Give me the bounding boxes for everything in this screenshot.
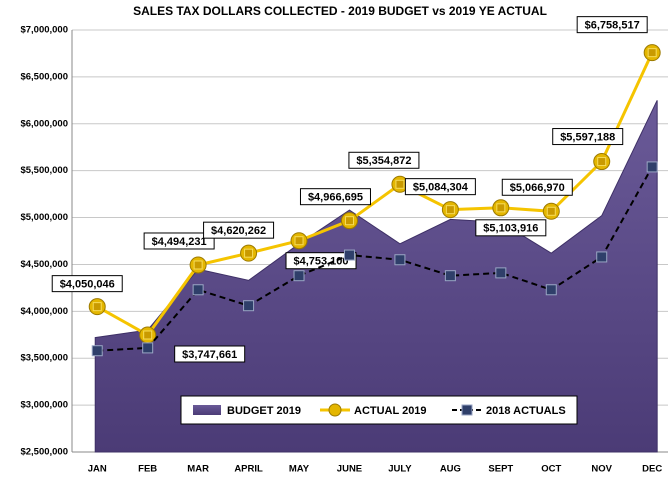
marker-2018: [394, 254, 406, 266]
x-tick-label: AUG: [440, 464, 461, 475]
y-tick-label: $6,500,000: [20, 71, 68, 82]
line-actual: [96, 52, 654, 337]
x-tick-label: FEB: [138, 464, 157, 475]
marker-2018: [343, 249, 355, 261]
legend-swatch: [193, 405, 221, 415]
data-label-box: [552, 128, 624, 146]
y-tick-label: $5,000,000: [20, 212, 68, 223]
x-tick-label: MAY: [289, 464, 310, 475]
marker-2018: [444, 270, 456, 282]
data-label: $5,354,872: [356, 155, 411, 167]
y-tick-label: $2,500,000: [20, 447, 68, 458]
y-tick-label: $3,500,000: [20, 353, 68, 364]
marker-inner: [344, 216, 354, 226]
data-label: $5,597,188: [560, 131, 615, 143]
marker-inner: [445, 205, 455, 215]
marker-2018: [142, 342, 154, 354]
data-label: $6,758,517: [585, 20, 640, 32]
x-tick-label: MAR: [187, 464, 209, 475]
y-tick-label: $4,000,000: [20, 306, 68, 317]
data-label: $5,066,970: [510, 182, 565, 194]
marker-inner: [647, 48, 657, 58]
data-label-box: [299, 188, 371, 206]
y-tick-label: $3,000,000: [20, 400, 68, 411]
marker-2018: [495, 267, 507, 279]
marker-2018: [545, 284, 557, 296]
x-tick-label: JUNE: [337, 464, 362, 475]
data-label: $4,753,100: [293, 256, 348, 268]
marker-2018: [596, 251, 608, 263]
data-label-box: [576, 16, 648, 34]
marker-2018: [243, 300, 255, 312]
y-tick-label: $5,500,000: [20, 165, 68, 176]
data-label: $4,620,262: [211, 225, 266, 237]
data-label: $4,966,695: [308, 192, 363, 204]
marker-inner: [395, 179, 405, 189]
x-tick-label: APRIL: [234, 464, 263, 475]
legend: BUDGET 2019 ACTUAL 2019 2018 ACTUALS: [180, 395, 578, 425]
line-2018: [97, 166, 654, 352]
data-label-box: [475, 219, 547, 237]
marker-2018: [192, 284, 204, 296]
x-tick-label: OCT: [541, 464, 561, 475]
data-label-box: [143, 232, 215, 250]
legend-box: [180, 395, 578, 425]
marker-2018: [91, 345, 103, 357]
legend-marker: [328, 403, 342, 417]
x-tick-label: JAN: [88, 464, 107, 475]
data-label: $5,084,304: [413, 182, 469, 194]
marker-inner: [193, 260, 203, 270]
x-tick-label: SEPT: [488, 464, 513, 475]
data-label-box: [203, 221, 275, 239]
marker-inner: [244, 248, 254, 258]
y-tick-label: $6,000,000: [20, 118, 68, 129]
data-label: $3,747,661: [182, 349, 237, 361]
chart-title: SALES TAX DOLLARS COLLECTED - 2019 BUDGE…: [133, 4, 547, 18]
x-tick-label: DEC: [642, 464, 662, 475]
legend-marker: [461, 404, 473, 416]
data-label-box: [501, 178, 573, 196]
legend-label: BUDGET 2019: [227, 405, 301, 417]
marker-inner: [597, 157, 607, 167]
data-label-box: [348, 151, 420, 169]
data-label-box: [51, 275, 123, 293]
marker-inner: [546, 206, 556, 216]
marker-inner: [143, 330, 153, 340]
marker-2018: [646, 161, 658, 173]
data-label: $4,050,046: [60, 279, 115, 291]
marker-2018: [293, 270, 305, 282]
x-tick-label: JULY: [388, 464, 412, 475]
data-label-box: [404, 178, 476, 196]
marker-inner: [92, 302, 102, 312]
marker-inner: [496, 203, 506, 213]
y-tick-label: $7,000,000: [20, 25, 68, 36]
data-label-box: [174, 345, 246, 363]
legend-label: 2018 ACTUALS: [486, 405, 566, 417]
legend-label: ACTUAL 2019: [354, 405, 427, 417]
data-label: $4,494,231: [152, 236, 207, 248]
data-label-box: [285, 252, 357, 270]
x-tick-label: NOV: [591, 464, 612, 475]
data-label: $5,103,916: [483, 223, 538, 235]
marker-inner: [294, 236, 304, 246]
y-tick-label: $4,500,000: [20, 259, 68, 270]
